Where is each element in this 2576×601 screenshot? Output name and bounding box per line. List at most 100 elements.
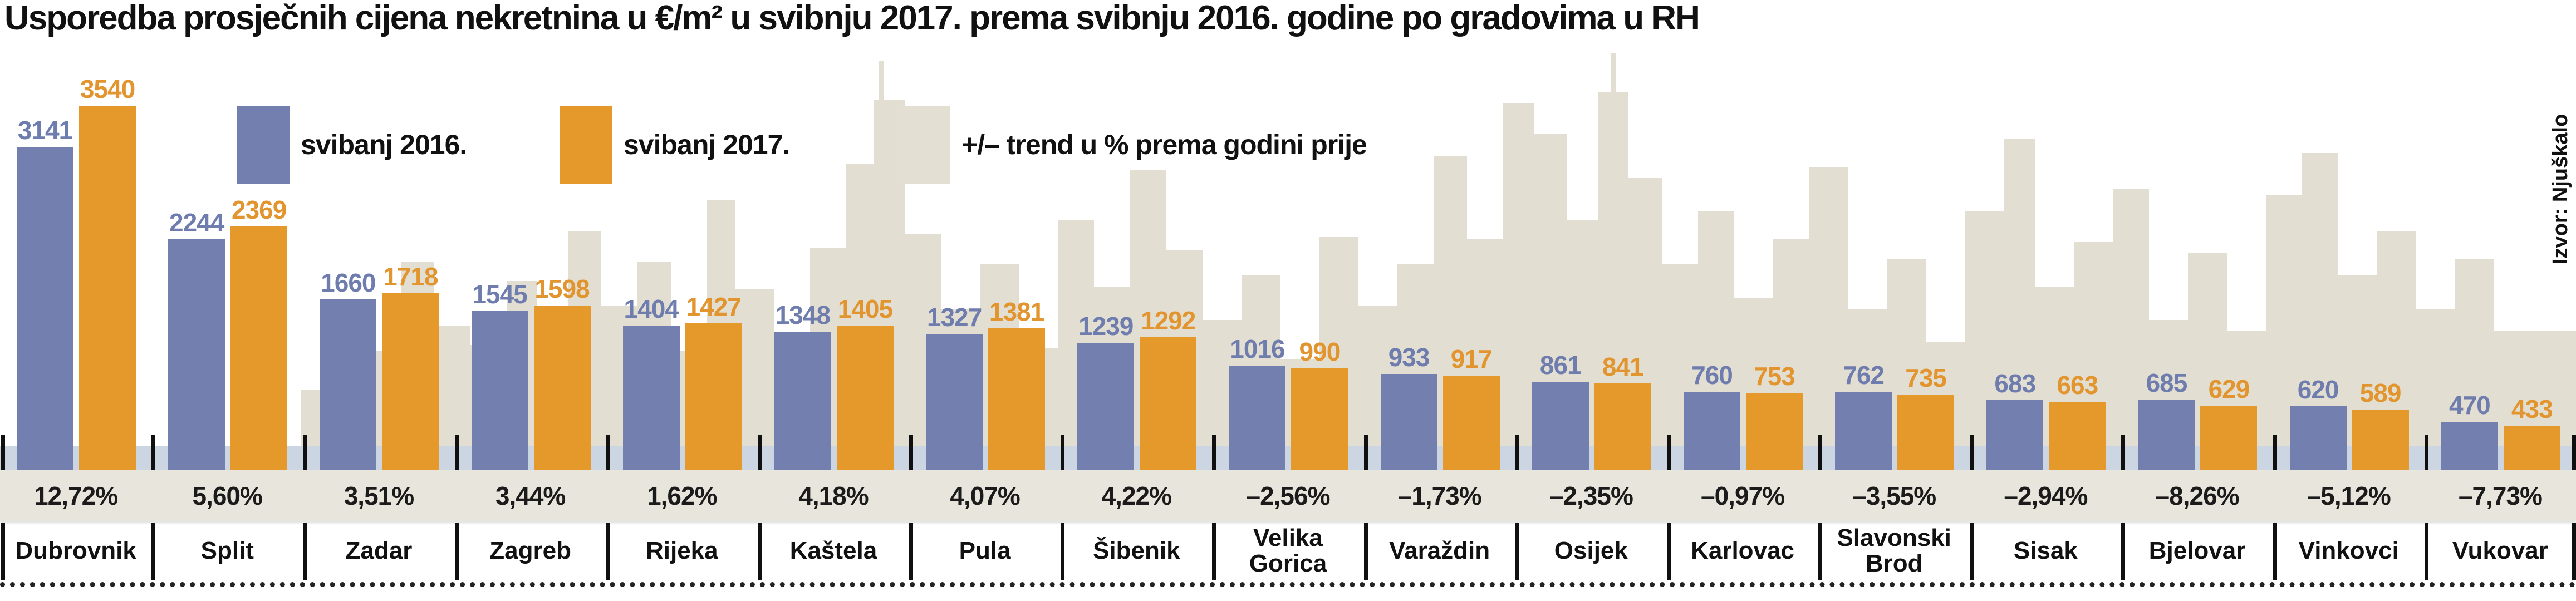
bar-2017 xyxy=(836,326,894,470)
trend-value: 4,18% xyxy=(798,481,869,510)
bar-2017 xyxy=(533,306,591,470)
city-label-text: Bjelovar xyxy=(2148,537,2246,564)
bar-2017 xyxy=(79,106,136,470)
trend-value: –3,55% xyxy=(1852,481,1936,510)
value-label-2017: 1292 xyxy=(1141,306,1196,335)
city-group: 1348 1405 4,18% Kaštela xyxy=(758,0,909,601)
city-group: 1016 990 –2,56% Velika Gorica xyxy=(1212,0,1363,601)
value-label-2017: 629 xyxy=(2208,375,2250,403)
city-label-text: Sisak xyxy=(2013,537,2078,564)
source-credit: Izvor: Njuškalo xyxy=(2549,114,2572,264)
axis-tick xyxy=(2121,435,2125,470)
value-label-2016: 1239 xyxy=(1078,312,1134,341)
axis-tick xyxy=(909,435,913,470)
bar-2016 xyxy=(2289,406,2347,470)
bottom-dotted-rule xyxy=(0,582,2576,587)
bar-2016 xyxy=(320,299,377,470)
axis-tick xyxy=(1515,435,1519,470)
value-label-2016: 1016 xyxy=(1230,334,1285,363)
city-group: 1660 1718 3,51% Zadar xyxy=(303,0,454,601)
axis-tick xyxy=(1212,435,1216,470)
city-label-text: Varaždin xyxy=(1389,537,1490,564)
city-separator xyxy=(1667,523,1671,580)
city-separator xyxy=(2572,523,2576,580)
bar-2017 xyxy=(1442,376,1500,470)
trend-value: 3,51% xyxy=(344,481,414,510)
axis-tick xyxy=(606,435,610,470)
city-group: 1327 1381 4,07% Pula xyxy=(909,0,1061,601)
bar-2016 xyxy=(1229,366,1286,470)
trend-value: –0,97% xyxy=(1701,481,1785,510)
city-group: 762 735 –3,55% Slavonski Brod xyxy=(1818,0,1970,601)
legend-swatch-2017 xyxy=(560,106,612,184)
city-separator xyxy=(455,523,459,580)
city-group: 1239 1292 4,22% Šibenik xyxy=(1061,0,1212,601)
city-label-text: Kaštela xyxy=(789,537,877,564)
value-label-2016: 1660 xyxy=(321,268,376,297)
value-label-2017: 1405 xyxy=(837,294,893,323)
value-label-2016: 1348 xyxy=(775,300,831,329)
city-label: Varaždin xyxy=(1364,522,1515,580)
city-group: 683 663 –2,94% Sisak xyxy=(1970,0,2121,601)
city-group: 2244 2369 5,60% Split xyxy=(151,0,303,601)
city-separator xyxy=(1061,523,1064,580)
bar-2017 xyxy=(2503,426,2560,470)
city-label-text: Rijeka xyxy=(645,537,718,564)
axis-tick xyxy=(1,435,5,470)
city-group: 620 589 –5,12% Vinkovci xyxy=(2273,0,2425,601)
trend-value: –1,73% xyxy=(1397,481,1482,510)
city-separator xyxy=(1212,523,1216,580)
city-label: Slavonski Brod xyxy=(1818,522,1970,580)
city-separator xyxy=(303,523,307,580)
trend-value: 3,44% xyxy=(495,481,566,510)
axis-tick xyxy=(455,435,459,470)
city-separator xyxy=(2273,523,2277,580)
value-label-2017: 589 xyxy=(2359,378,2402,407)
trend-value: 5,60% xyxy=(192,481,263,510)
trend-value: –2,94% xyxy=(2004,481,2088,510)
bar-2016 xyxy=(1835,392,1892,470)
trend-value: –7,73% xyxy=(2458,481,2543,510)
city-separator xyxy=(2121,523,2125,580)
bar-2016 xyxy=(168,239,225,470)
bar-2017 xyxy=(2352,410,2409,470)
value-label-2017: 1381 xyxy=(989,297,1044,326)
bar-2017 xyxy=(1745,393,1803,470)
axis-tick xyxy=(151,435,155,470)
value-label-2017: 2369 xyxy=(232,195,287,224)
bar-2016 xyxy=(774,332,831,470)
city-separator xyxy=(1364,523,1368,580)
trend-value: –5,12% xyxy=(2307,481,2391,510)
city-group: 1545 1598 3,44% Zagreb xyxy=(455,0,606,601)
value-label-2017: 753 xyxy=(1754,362,1795,391)
value-label-2016: 1545 xyxy=(472,280,527,309)
city-label-text: Karlovac xyxy=(1691,537,1794,564)
city-group: 760 753 –0,97% Karlovac xyxy=(1667,0,1818,601)
trend-value: –2,56% xyxy=(1246,481,1330,510)
axis-tick xyxy=(2425,435,2428,470)
city-separator xyxy=(1818,523,1822,580)
city-label: Pula xyxy=(909,522,1061,580)
city-label: Sisak xyxy=(1970,522,2121,580)
city-label-text: Slavonski Brod xyxy=(1837,524,1951,577)
legend-swatch-trend xyxy=(897,106,950,184)
value-label-2017: 1427 xyxy=(686,292,742,321)
value-label-2017: 1718 xyxy=(383,262,438,291)
city-label-text: Šibenik xyxy=(1093,537,1180,564)
trend-value: 4,07% xyxy=(950,481,1020,510)
value-label-2017: 990 xyxy=(1299,337,1341,366)
city-label: Dubrovnik xyxy=(0,522,151,580)
value-label-2017: 663 xyxy=(2057,371,2098,400)
bar-2017 xyxy=(2049,402,2106,470)
value-label-2016: 760 xyxy=(1691,361,1733,390)
city-separator xyxy=(1,523,5,580)
city-label: Osijek xyxy=(1515,522,1667,580)
value-label-2016: 685 xyxy=(2146,368,2188,397)
city-label: Split xyxy=(151,522,303,580)
axis-tick xyxy=(1667,435,1671,470)
bar-2016 xyxy=(1077,343,1135,470)
city-separator xyxy=(1970,523,1974,580)
trend-value: 1,62% xyxy=(647,481,717,510)
